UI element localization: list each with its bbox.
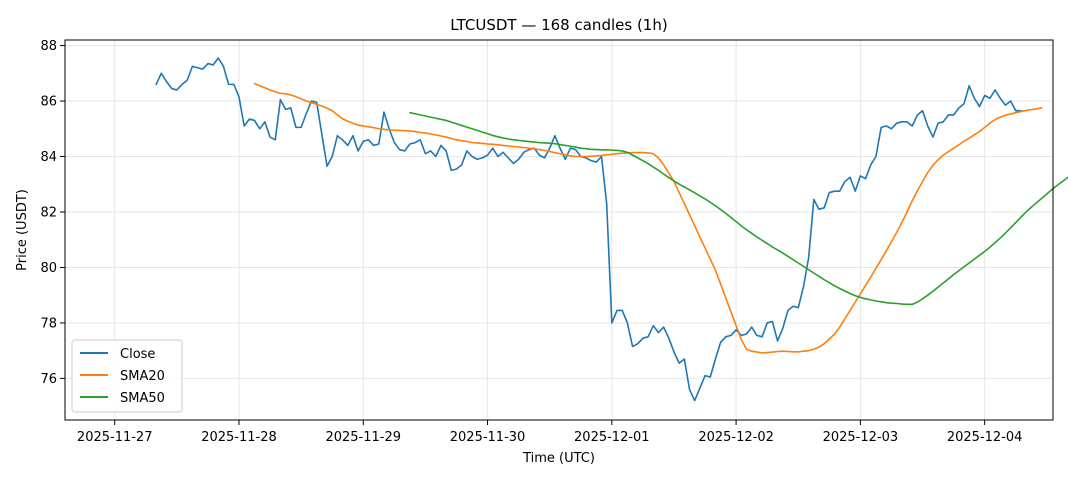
x-tick-label: 2025-12-04	[947, 430, 1023, 445]
y-axis: 76 78 80 82 84 86 88	[40, 39, 65, 387]
legend-label-close: Close	[120, 347, 155, 362]
legend-box	[71, 339, 183, 413]
x-tick-label: 2025-12-01	[574, 430, 650, 445]
y-tick-label: 80	[40, 261, 57, 276]
y-tick-label: 88	[40, 39, 57, 54]
y-tick-label: 78	[40, 316, 57, 331]
series-sma20-line	[253, 82, 1043, 354]
chart-title: LTCUSDT — 168 candles (1h)	[450, 16, 667, 34]
y-tick-label: 84	[40, 150, 57, 165]
plot-frame	[64, 39, 1054, 421]
legend: Close SMA20 SMA50	[71, 339, 183, 413]
series-close-line	[155, 57, 1022, 402]
y-tick-label: 86	[40, 95, 57, 110]
x-tick-label: 2025-11-28	[201, 430, 277, 445]
x-tick-label: 2025-12-02	[698, 430, 774, 445]
x-axis: 2025-11-27 2025-11-28 2025-11-29 2025-11-30…	[77, 420, 1022, 445]
series-lines	[155, 57, 1068, 402]
grid-lines	[65, 40, 1053, 420]
y-tick-label: 82	[40, 205, 57, 220]
legend-label-sma50: SMA50	[120, 391, 165, 406]
y-tick-label: 76	[40, 372, 57, 387]
x-tick-label: 2025-11-30	[450, 430, 526, 445]
x-tick-label: 2025-12-03	[823, 430, 899, 445]
legend-label-sma20: SMA20	[120, 369, 165, 384]
series-sma50-line	[409, 111, 1068, 306]
x-axis-label: Time (UTC)	[522, 451, 595, 466]
x-tick-label: 2025-11-27	[77, 430, 153, 445]
y-axis-label: Price (USDT)	[15, 189, 30, 271]
x-tick-label: 2025-11-29	[325, 430, 401, 445]
